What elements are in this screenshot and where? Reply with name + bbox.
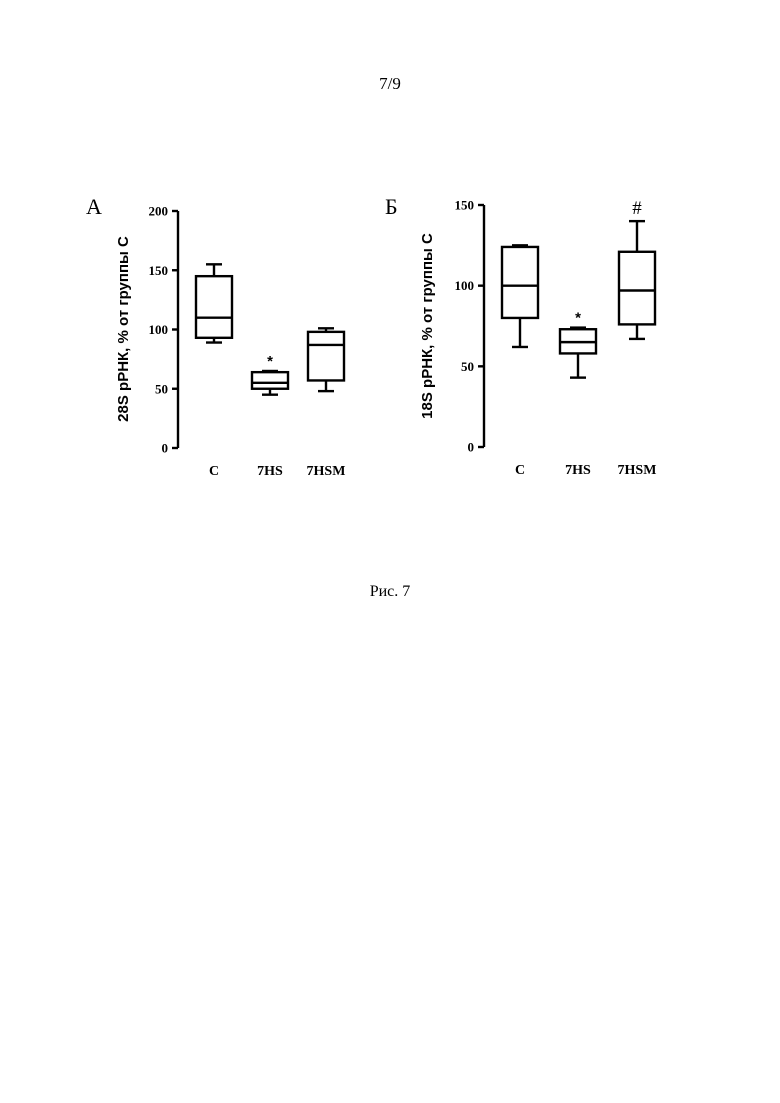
chart2-category-label: 7HSM xyxy=(618,463,657,478)
chart2-category-label: C xyxy=(515,463,525,478)
chart2-y-tick-label: 0 xyxy=(468,440,475,455)
chart1-y-tick-label: 0 xyxy=(162,441,169,456)
chart1-category-label: C xyxy=(209,464,219,479)
figure-caption: Рис. 7 xyxy=(0,583,780,601)
chart2-y-tick-label: 150 xyxy=(455,198,475,213)
figure-charts: 0 50 100 150 200 28S рРНК, % от группы С C 7HS 7… xyxy=(0,0,780,560)
chart1-box-annotation: * xyxy=(267,353,273,370)
chart2-y-axis-label: 18S рРНК, % от группы С xyxy=(419,233,436,419)
chart2-category-label: 7HS xyxy=(565,463,591,478)
chart2-y-tick-label: 50 xyxy=(461,359,474,374)
chart2-box-annotation: * xyxy=(575,310,581,327)
chart1-box-iqr xyxy=(252,372,288,389)
chart1-y-axis-label: 28S рРНК, % от группы С xyxy=(115,236,132,422)
chart2-box-annotation: # xyxy=(632,198,642,219)
chart1-category-label: 7HSM xyxy=(307,464,346,479)
chart1-box-iqr xyxy=(308,332,344,381)
chart2-box-iqr xyxy=(502,247,538,318)
chart1-box-iqr xyxy=(196,276,232,338)
chart1-y-tick-label: 150 xyxy=(149,263,169,278)
chart2-box-iqr xyxy=(619,252,655,325)
chart1-y-tick-label: 100 xyxy=(149,322,169,337)
chart1-y-tick-label: 200 xyxy=(149,204,169,219)
chart2-y-tick-label: 100 xyxy=(455,278,475,293)
chart1-category-label: 7HS xyxy=(257,464,283,479)
chart1-y-tick-label: 50 xyxy=(155,381,168,396)
